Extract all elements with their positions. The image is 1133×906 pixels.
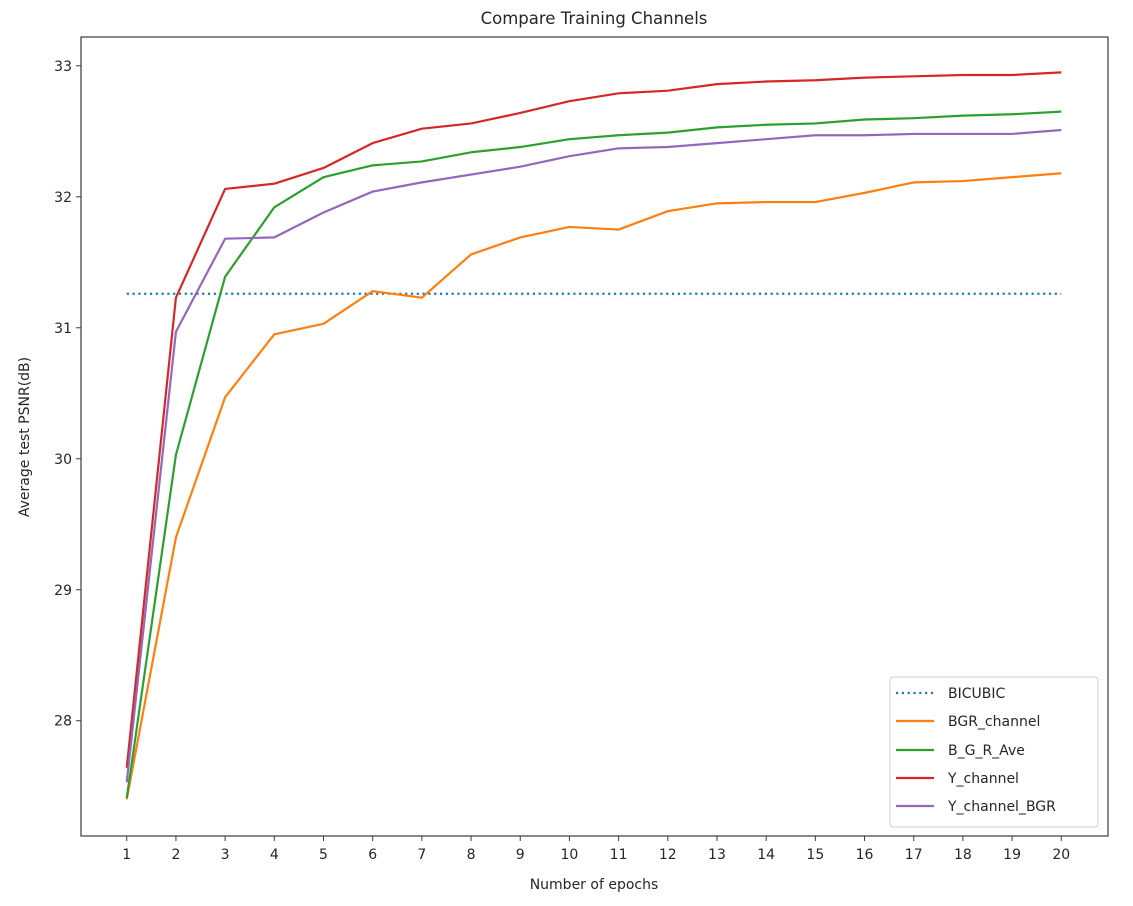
series-layer [125,71,1062,800]
legend-item-y-channel-bgr: Y_channel_BGR [896,799,1056,815]
legend-label: Y_channel_BGR [947,799,1056,815]
x-tick-label: 14 [757,847,775,863]
x-tick-label: 8 [467,847,476,863]
x-tick-label: 19 [1003,847,1021,863]
legend: BICUBIC BGR_channel B_G_R_Ave Y_channel Y_ch… [889,676,1099,828]
legend-label: BGR_channel [948,714,1040,730]
legend-item-bgr-channel: BGR_channel [896,714,1040,730]
x-tick-label: 15 [806,847,824,863]
series-line-y-channel-bgr [125,128,1062,783]
x-tick-label: 2 [171,847,180,863]
y-tick-label: 29 [54,583,72,599]
legend-item-y-channel: Y_channel [896,771,1019,787]
y-tick-label: 31 [54,321,72,337]
series-line-b-g-r-ave [125,110,1062,799]
y-axis-label: Average test PSNR(dB) [17,357,33,517]
y-tick-label: 30 [54,452,72,468]
x-tick-label: 16 [856,847,874,863]
legend-item-b-g-r-ave: B_G_R_Ave [896,743,1025,759]
y-tick-label: 33 [54,59,72,75]
x-tick-label: 1 [122,847,131,863]
legend-label: BICUBIC [948,686,1005,702]
legend-box [889,676,1099,828]
x-tick-label: 13 [708,847,726,863]
x-tick-label: 10 [561,847,579,863]
y-tick-label: 28 [54,714,72,730]
x-tick-label: 11 [610,847,628,863]
x-tick-label: 20 [1052,847,1070,863]
series-line-bgr-channel [125,172,1062,800]
x-tick-label: 17 [905,847,923,863]
legend-label: Y_channel [947,771,1019,787]
series-line-y-channel [125,71,1062,769]
axes-frame [80,36,1109,837]
y-axis-ticks: 28 29 30 31 32 33 [54,59,81,730]
x-tick-label: 9 [516,847,525,863]
x-tick-label: 18 [954,847,972,863]
legend-items: BICUBIC BGR_channel B_G_R_Ave Y_channel Y_ch… [896,686,1056,815]
x-tick-label: 12 [659,847,677,863]
x-tick-label: 3 [221,847,230,863]
legend-item-bicubic: BICUBIC [896,686,1005,702]
x-tick-label: 4 [270,847,279,863]
y-tick-label: 32 [54,190,72,206]
x-axis-label: Number of epochs [530,877,659,893]
x-axis-ticks: 1 2 3 4 5 6 7 8 9 10 11 12 13 14 15 16 17 18 19 20 [122,836,1070,863]
chart-title: Compare Training Channels [481,9,708,28]
x-tick-label: 6 [368,847,377,863]
legend-label: B_G_R_Ave [948,743,1025,759]
x-tick-label: 5 [319,847,328,863]
x-tick-label: 7 [417,847,426,863]
